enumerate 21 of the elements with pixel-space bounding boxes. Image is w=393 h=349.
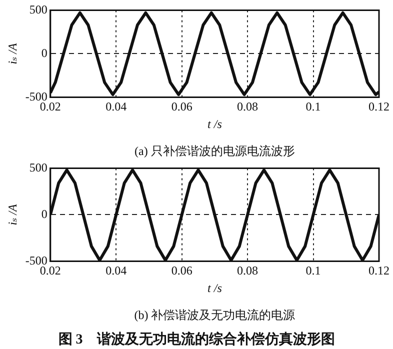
- x-tick-label: 0.04: [106, 100, 127, 114]
- text: (a) 只补偿谐波的电源电流波形: [134, 144, 295, 158]
- x-tick-label: 0.08: [237, 264, 258, 278]
- text: (b) 补偿谐波及无功电流的电源: [134, 308, 296, 322]
- y-axis-title: iₛ /A: [5, 204, 20, 226]
- x-tick-label: 0.04: [106, 264, 127, 278]
- x-tick-label: 0.1: [306, 100, 321, 114]
- y-tick-label: 500: [29, 2, 48, 16]
- x-tick-label: 0.06: [171, 100, 192, 114]
- x-tick-label: 0.12: [368, 100, 390, 114]
- y-axis-title: iₛ /A: [5, 42, 20, 64]
- x-tick-label: 0.06: [171, 264, 192, 278]
- y-tick-label: 0: [41, 206, 48, 221]
- x-tick-label: 0.1: [306, 264, 321, 278]
- caption: 图 3 谐波及无功电流的综合补偿仿真波形图: [58, 330, 335, 348]
- y-tick-label: 500: [29, 160, 48, 174]
- x-axis-title: t /s: [208, 280, 222, 295]
- y-tick-label: 0: [41, 46, 48, 60]
- x-tick-label: 0.08: [237, 100, 258, 114]
- x-axis-title: t /s: [208, 116, 222, 131]
- x-tick-label: 0.12: [368, 264, 390, 278]
